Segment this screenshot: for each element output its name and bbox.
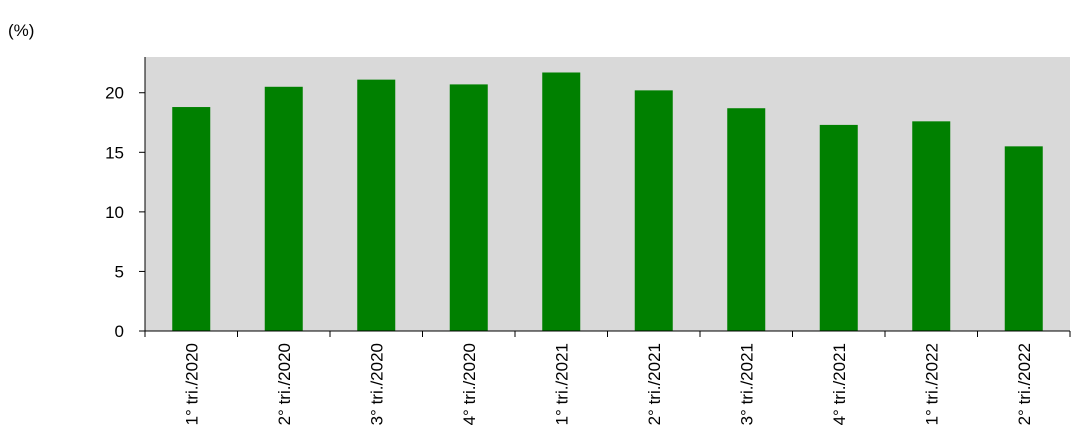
bar-3	[357, 79, 396, 331]
x-tick-label: 3° tri./2021	[737, 343, 756, 425]
bar-1	[172, 107, 211, 331]
bar-9	[912, 121, 951, 331]
x-tick-label: 1° tri./2020	[182, 343, 201, 425]
y-tick-label: 10	[105, 203, 124, 222]
x-tick-label: 2° tri./2020	[275, 343, 294, 425]
y-tick-label: 0	[115, 322, 124, 341]
x-tick-label: 1° tri./2021	[552, 343, 571, 425]
y-tick-label: 5	[115, 262, 124, 281]
y-tick-label: 15	[105, 143, 124, 162]
bar-7	[727, 108, 766, 331]
bar-6	[634, 90, 673, 331]
bar-5	[542, 72, 581, 332]
y-tick-label: 20	[105, 84, 124, 103]
x-tick-label: 1° tri./2022	[922, 343, 941, 425]
bar-4	[449, 84, 488, 332]
bar-10	[1004, 146, 1043, 331]
x-tick-label: 4° tri./2021	[830, 343, 849, 425]
unit-label: (%)	[8, 21, 34, 40]
x-tick-label: 2° tri./2022	[1015, 343, 1034, 425]
x-tick-label: 4° tri./2020	[460, 343, 479, 425]
bar-8	[819, 124, 858, 331]
bar-2	[264, 86, 303, 331]
x-tick-label: 3° tri./2020	[367, 343, 386, 425]
x-tick-label: 2° tri./2021	[645, 343, 664, 425]
